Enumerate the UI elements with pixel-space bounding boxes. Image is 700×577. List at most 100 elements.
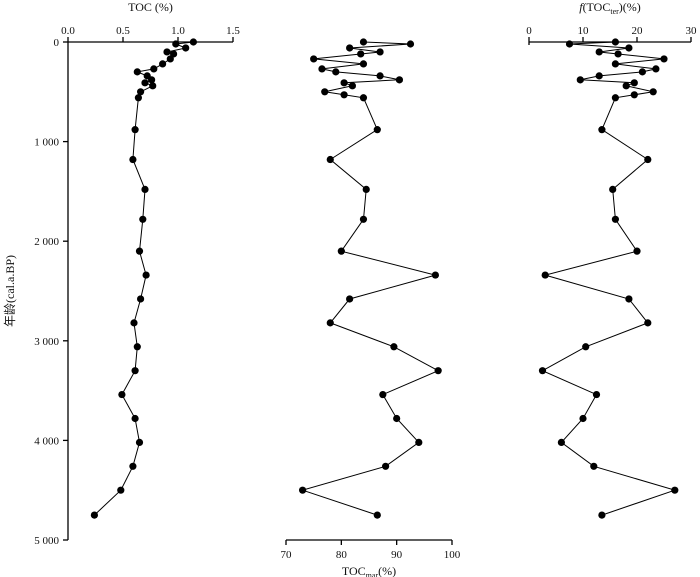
f_toc_ter-data-point xyxy=(579,414,587,423)
f_toc_ter-data-point xyxy=(660,55,668,63)
toc_mar-data-point xyxy=(373,511,381,519)
toc_mar-data-point xyxy=(299,486,307,494)
toc_mar-x-tick-label: 70 xyxy=(281,549,293,561)
toc_mar-data-point xyxy=(362,185,370,194)
toc-data-point xyxy=(130,319,138,327)
toc_mar-x-tick-label: 90 xyxy=(391,549,403,561)
toc_mar-data-point xyxy=(431,271,439,279)
toc_mar-data-point xyxy=(340,79,348,87)
toc-data-point xyxy=(133,343,141,351)
toc_mar-series-line xyxy=(300,41,440,516)
toc-data-point xyxy=(129,155,137,164)
toc-data-point xyxy=(163,48,171,56)
toc-x-tick-label: 0.0 xyxy=(61,25,75,37)
f_toc_ter-data-point xyxy=(671,486,679,494)
toc_mar-data-point xyxy=(415,438,423,446)
toc_mar-data-point xyxy=(348,82,356,90)
f_toc_ter-data-point xyxy=(622,82,630,90)
f_toc_ter-x-tick-label: 30 xyxy=(686,25,698,37)
toc_mar-data-point xyxy=(376,72,384,80)
f_toc_ter-data-point xyxy=(609,185,617,194)
f_toc_ter-data-point xyxy=(595,48,603,56)
toc-data-point xyxy=(149,82,157,90)
f_toc_ter-data-point xyxy=(633,247,641,255)
y-tick-label: 1 000 xyxy=(34,137,59,149)
f_toc_ter-data-point xyxy=(565,40,574,48)
f_toc_ter-data-point xyxy=(590,462,598,470)
toc_mar-data-point xyxy=(332,68,340,76)
toc_mar-data-point xyxy=(359,60,368,68)
toc_mar-data-point xyxy=(373,126,381,134)
toc-x-tick-label: 1.5 xyxy=(226,25,240,37)
toc-data-point xyxy=(166,55,174,63)
f_toc_ter-data-point xyxy=(611,215,620,223)
toc-data-point xyxy=(137,88,145,96)
f_toc_ter-data-point xyxy=(592,390,601,399)
toc-x-tick-label: 1.0 xyxy=(171,25,185,37)
toc_mar-data-point xyxy=(359,38,368,46)
toc_mar-data-point xyxy=(359,215,368,223)
toc_mar-data-point xyxy=(359,94,368,102)
toc_mar-data-point xyxy=(337,247,345,255)
toc-data-point xyxy=(172,40,180,48)
f_toc_ter-data-point xyxy=(630,79,638,87)
toc_mar-data-point xyxy=(382,462,390,470)
f_toc_ter-data-point xyxy=(598,511,606,519)
f_toc_ter-x-tick-label: 20 xyxy=(632,25,644,37)
f_toc_ter-data-point xyxy=(644,319,652,327)
toc_mar-data-point xyxy=(326,155,334,164)
y-tick-label: 5 000 xyxy=(34,535,59,547)
f_toc_ter-data-point xyxy=(541,271,549,279)
f_toc_ter-data-point xyxy=(595,72,603,80)
y-tick-label: 4 000 xyxy=(34,435,59,447)
toc-data-point xyxy=(131,414,139,423)
f_toc_ter-data-point xyxy=(630,91,638,99)
toc-data-point xyxy=(134,94,142,102)
toc-data-point xyxy=(117,486,125,494)
toc-x-axis-title: TOC (%) xyxy=(128,0,173,14)
f_toc_ter-series-line xyxy=(541,41,677,516)
toc_mar-data-point xyxy=(340,91,348,99)
toc-data-point xyxy=(129,462,137,470)
toc-data-point xyxy=(141,185,149,194)
f_toc_ter-data-point xyxy=(557,438,566,446)
f_toc_ter-data-point xyxy=(576,76,584,84)
toc_mar-x-axis-title: TOCmar(%) xyxy=(342,564,396,577)
toc-data-point xyxy=(182,44,190,52)
toc-series-line xyxy=(94,41,194,516)
toc-data-point xyxy=(137,295,145,303)
toc-data-point xyxy=(142,271,150,279)
f_toc_ter-data-point xyxy=(644,155,652,164)
toc-data-point xyxy=(148,76,156,84)
toc_mar-data-point xyxy=(395,76,404,84)
f_toc_ter-data-point xyxy=(582,343,590,351)
f_toc_ter-data-point xyxy=(611,38,620,46)
toc_mar-data-point xyxy=(326,319,334,327)
toc_mar-data-point xyxy=(379,390,387,399)
toc_mar-data-point xyxy=(357,50,365,58)
f_toc_ter-data-point xyxy=(614,50,622,58)
toc_mar-data-point xyxy=(310,55,318,63)
f_toc_ter-x-tick-label: 10 xyxy=(578,25,590,37)
f_toc_ter-data-point xyxy=(538,367,547,375)
f_toc_ter-x-axis-title: f(TOCter)(%) xyxy=(579,0,641,16)
y-tick-label: 2 000 xyxy=(34,236,59,248)
toc_mar-data-point xyxy=(376,48,384,56)
toc_mar-data-point xyxy=(393,414,401,423)
toc_mar-x-tick-label: 100 xyxy=(444,549,461,561)
toc-data-point xyxy=(90,511,98,519)
toc-data-point xyxy=(150,65,158,73)
toc_mar-x-tick-label: 80 xyxy=(336,549,348,561)
toc-x-tick-label: 0.5 xyxy=(116,25,130,37)
y-tick-label: 3 000 xyxy=(34,336,59,348)
f_toc_ter-data-point xyxy=(611,60,620,68)
toc-data-point xyxy=(118,390,126,399)
toc_mar-data-point xyxy=(346,295,354,303)
f_toc_ter-data-point xyxy=(611,94,620,102)
toc-data-point xyxy=(133,68,141,76)
toc-data-point xyxy=(189,38,197,46)
f_toc_ter-data-point xyxy=(649,88,657,96)
y-tick-label: 0 xyxy=(54,37,60,49)
